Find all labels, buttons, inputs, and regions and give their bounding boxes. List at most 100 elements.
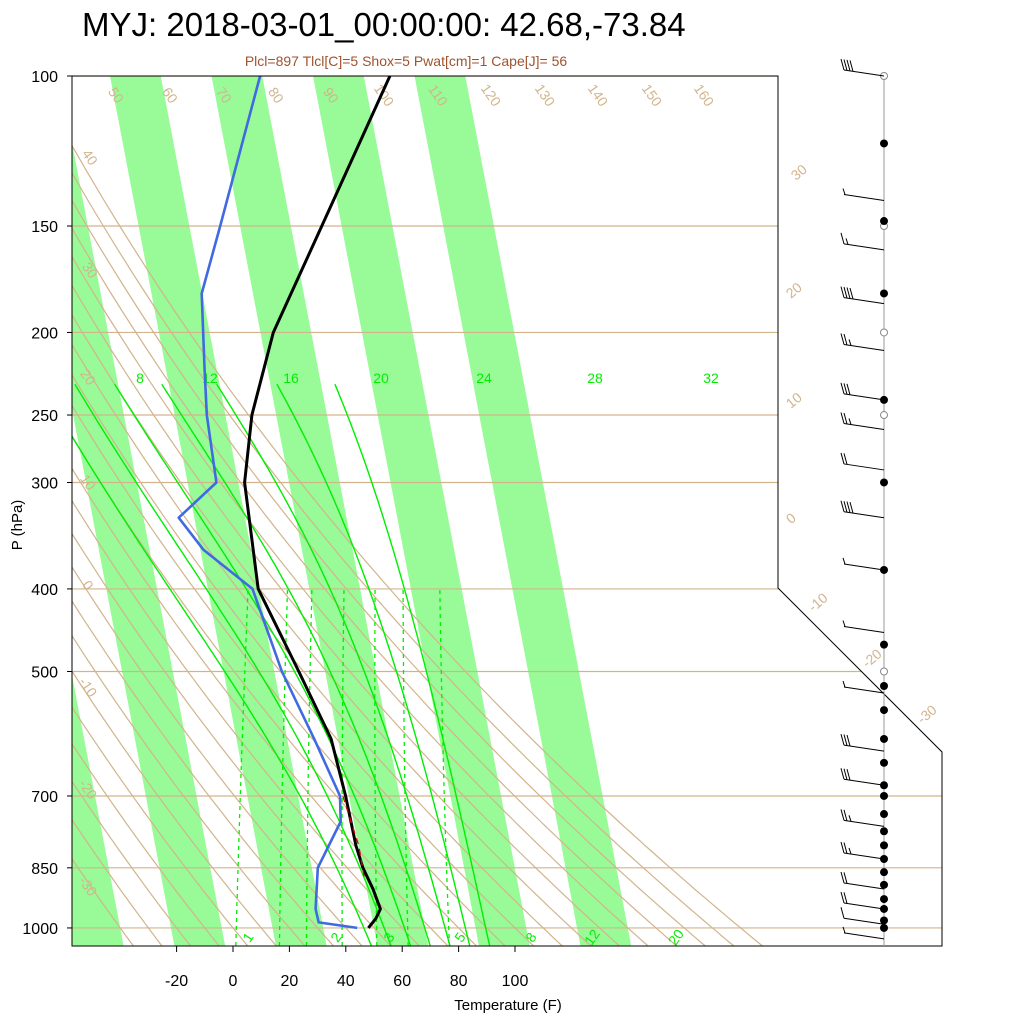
wind-barb-flag [840, 871, 845, 884]
dry-adiabat [72, 76, 192, 946]
isotherm-label: -10 [805, 589, 831, 614]
x-axis-label: Temperature (F) [454, 997, 562, 1014]
dry-adiabat [72, 76, 506, 946]
sounding-series [177, 76, 392, 930]
wind-barb-half-flag [848, 339, 852, 346]
wind-barb-flag [840, 333, 845, 345]
wind-level-marker [880, 328, 888, 337]
wind-barb [840, 768, 885, 786]
moist-adiabat-label: 32 [703, 370, 719, 386]
sounding-level-dot [880, 217, 888, 226]
wind-barb-flag [843, 501, 848, 513]
sounding-level-dot [880, 758, 888, 767]
wind-barb-half-flag [848, 418, 852, 425]
isotherm-band [207, 76, 433, 946]
wind-barb-flag [840, 286, 845, 298]
sounding-level-dot [880, 868, 888, 877]
isotherm-band [72, 76, 229, 946]
wind-barb [840, 382, 885, 401]
wind-barb [840, 333, 885, 352]
wind-barb-flag [840, 841, 845, 854]
wind-barb-shaft [843, 626, 885, 633]
isotherm-band [410, 76, 636, 946]
sounding-level-dot [880, 895, 888, 904]
wind-barb-shaft [843, 778, 885, 786]
mixing-ratio-line [374, 588, 378, 946]
wind-barb-half-flag [842, 620, 846, 627]
wind-barb-flag [840, 500, 845, 512]
wind-barb [842, 188, 885, 201]
mixing-ratio-line [439, 588, 451, 946]
wind-barb [840, 500, 885, 519]
wind-barb-flag [843, 333, 848, 346]
mixing-ratio-line [278, 588, 289, 946]
wind-barb-half-flag [845, 238, 849, 245]
sounding-level-dot [880, 139, 888, 148]
sounding-level-dot [880, 841, 888, 850]
chart-subtitle: Plcl=897 Tlcl[C]=5 Shox=5 Pwat[cm]=1 Cap… [244, 53, 568, 69]
isotherm-bands [72, 76, 636, 946]
mixing-ratio-label: 1 [239, 929, 257, 945]
x-tick-label: 0 [229, 973, 238, 990]
y-tick-label: 400 [31, 582, 58, 599]
wind-barb [840, 286, 885, 305]
dry-adiabat-label: 0 [79, 577, 97, 593]
moist-adiabat-label: 20 [373, 370, 389, 386]
wind-barb-flag [843, 412, 848, 425]
wind-barb-shaft [843, 686, 885, 694]
wind-barb-flag [840, 891, 845, 904]
wind-barb [840, 809, 885, 827]
isotherm-label: 20 [783, 279, 805, 301]
wind-barb-shaft [843, 297, 885, 305]
dry-adiabat [72, 76, 449, 946]
wind-barb-flag [843, 872, 848, 884]
isotherm-band [309, 76, 534, 946]
wind-barb-flag [843, 892, 848, 904]
sounding-level-dot [880, 880, 888, 889]
x-tick-label: 40 [337, 973, 355, 990]
sounding-level-dot [880, 923, 888, 932]
moist-adiabat-label: 8 [136, 370, 144, 386]
dry-adiabat [72, 76, 706, 946]
mixing-ratio-line [341, 588, 345, 946]
wind-barb-flag [840, 809, 845, 821]
wind-barb [840, 452, 885, 471]
dry-adiabat [72, 76, 763, 946]
dry-adiabat-label: 150 [639, 81, 666, 109]
series-line-temperature [243, 76, 392, 929]
wind-barb-half-flag [842, 680, 846, 688]
moist-adiabat-label: 28 [587, 370, 603, 386]
wind-barb-shaft [843, 917, 885, 925]
dry-adiabats [72, 76, 763, 946]
wind-barb-shaft [843, 511, 885, 519]
wind-barb-half-flag [842, 188, 846, 195]
dry-adiabat [72, 76, 277, 946]
y-tick-label: 850 [31, 861, 58, 878]
mixing-ratio-line [305, 588, 313, 946]
moist-adiabat [114, 383, 412, 946]
x-tick-label: 20 [281, 973, 299, 990]
y-tick-label: 250 [31, 408, 58, 425]
dry-adiabat-label: 120 [478, 81, 505, 109]
wind-barb [842, 620, 885, 633]
wind-barb-flag [846, 734, 851, 747]
sounding-level-dot [880, 734, 888, 743]
wind-barb-flag [843, 453, 848, 465]
series-line-parcel [342, 795, 365, 877]
moist-adiabat-label: 24 [476, 370, 492, 386]
y-tick-label: 100 [31, 69, 58, 86]
y-tick-label: 700 [31, 789, 58, 806]
wind-barb-flag [843, 842, 848, 854]
wind-barb-flag [843, 809, 848, 821]
wind-barb [840, 871, 885, 890]
mixing-ratio-line [235, 588, 249, 946]
wind-barb [842, 926, 885, 940]
wind-barb-flag [840, 382, 845, 395]
dry-adiabat-label: 140 [585, 81, 612, 109]
sounding-level-dot [880, 640, 888, 649]
moist-adiabats [72, 383, 491, 946]
dry-adiabat [72, 76, 649, 946]
wind-barb-flag [840, 733, 845, 746]
dry-adiabat-label: -10 [76, 674, 101, 700]
